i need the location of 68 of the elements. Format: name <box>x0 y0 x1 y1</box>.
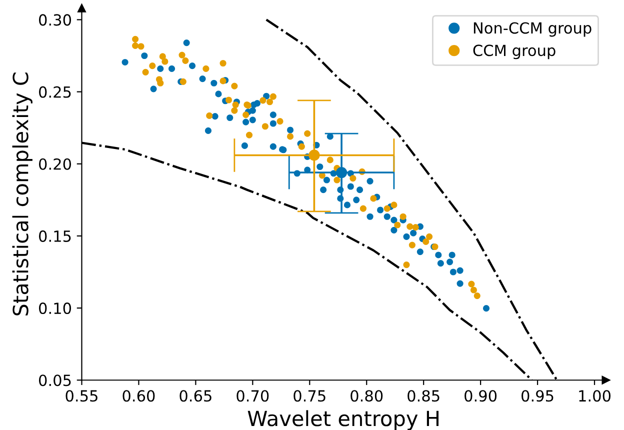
point <box>149 62 156 70</box>
point <box>474 292 480 300</box>
point <box>232 101 239 108</box>
point <box>157 80 164 86</box>
point <box>422 238 430 246</box>
point <box>326 156 334 164</box>
legend-label: Non-CCM group <box>474 22 592 37</box>
y-tick-label: 0.30 <box>39 14 72 26</box>
point <box>246 132 253 138</box>
point <box>390 202 398 208</box>
x-tick-label: 0.60 <box>122 390 155 402</box>
point <box>202 65 210 72</box>
point <box>403 261 410 268</box>
point <box>159 53 166 60</box>
point <box>394 222 401 228</box>
x-tick-label: 0.80 <box>350 390 383 402</box>
x-tick-label: 1.00 <box>579 390 611 402</box>
y-tick-label: 0.20 <box>39 158 72 170</box>
point <box>384 205 390 212</box>
x-tick-label: 0.65 <box>180 390 212 402</box>
x-tick-label: 0.75 <box>294 390 326 402</box>
point <box>220 60 226 67</box>
y-tick-label: 0.15 <box>39 230 71 242</box>
y-tick-label: 0.05 <box>39 374 71 386</box>
point <box>336 166 348 178</box>
point <box>400 213 406 220</box>
point <box>308 150 320 161</box>
x-tick-label: 0.55 <box>66 390 98 402</box>
y-tick-label: 0.25 <box>39 86 71 98</box>
point <box>350 174 356 182</box>
point <box>231 107 238 114</box>
point <box>276 118 284 125</box>
point <box>412 224 419 231</box>
point <box>178 52 186 58</box>
point <box>304 130 311 137</box>
point <box>370 195 377 202</box>
point <box>286 133 294 140</box>
point <box>260 97 266 104</box>
point <box>266 98 274 106</box>
y-tick-label: 0.10 <box>39 302 72 314</box>
point <box>468 280 475 288</box>
point <box>470 286 478 294</box>
point <box>182 57 189 64</box>
x-tick-label: 0.70 <box>236 390 269 402</box>
point <box>406 223 414 230</box>
y-axis-title: Statistical complexity C <box>12 72 32 316</box>
point <box>138 43 144 50</box>
point <box>242 112 250 118</box>
point <box>220 78 226 84</box>
point <box>334 176 340 184</box>
legend-label: CCM group <box>473 44 556 60</box>
point <box>162 58 168 65</box>
point <box>225 96 232 104</box>
point <box>426 233 433 240</box>
point <box>408 242 416 248</box>
point <box>206 112 213 120</box>
point <box>231 82 238 90</box>
x-tick-label: 0.85 <box>408 390 440 402</box>
point <box>262 123 268 130</box>
point <box>132 36 139 42</box>
point <box>132 42 139 49</box>
point <box>360 205 366 212</box>
x-tick-label: 0.95 <box>522 390 554 402</box>
point <box>270 93 276 100</box>
x-axis-title: Wavelet entropy H <box>248 410 439 430</box>
point <box>298 143 305 150</box>
point <box>142 68 149 76</box>
x-tick-label: 0.90 <box>464 390 497 402</box>
